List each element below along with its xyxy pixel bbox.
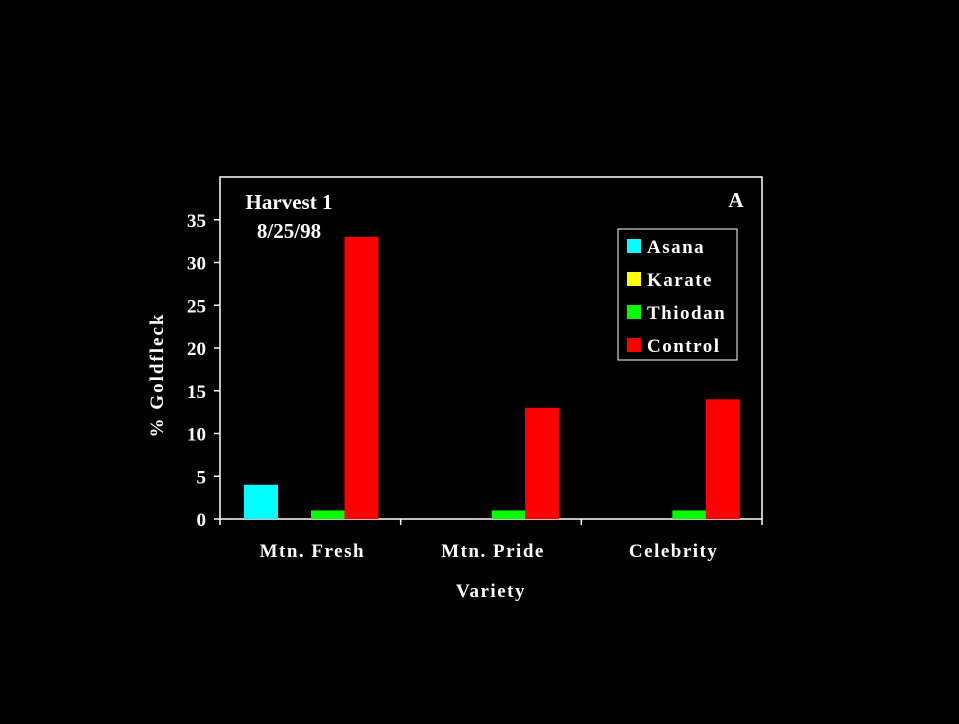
legend-label-thiodan: Thiodan xyxy=(647,303,726,324)
panel-letter: A xyxy=(728,188,744,212)
x-tick-label: Mtn. Fresh xyxy=(260,541,365,562)
y-axis-label: % Goldfleck xyxy=(147,313,168,438)
bar-thiodan-2 xyxy=(672,510,707,519)
y-tick-label: 25 xyxy=(187,296,206,317)
bar-control-2 xyxy=(705,399,740,519)
legend-label-control: Control xyxy=(647,336,720,357)
legend: Asana Karate Thiodan Control xyxy=(617,228,738,361)
x-tick-label: Mtn. Pride xyxy=(441,541,545,562)
bar-thiodan-0 xyxy=(311,510,345,519)
bar-control-1 xyxy=(525,407,560,519)
y-tick-label: 15 xyxy=(187,382,206,403)
bar-thiodan-1 xyxy=(491,510,526,519)
legend-swatch-karate xyxy=(627,272,641,286)
bar-control-0 xyxy=(344,236,379,519)
legend-swatch-thiodan xyxy=(627,305,641,319)
bars xyxy=(244,236,740,519)
y-tick-label: 0 xyxy=(197,510,207,531)
annotation-line-1: Harvest 1 xyxy=(246,190,333,214)
legend-swatch-control xyxy=(627,338,641,352)
y-tick-label: 5 xyxy=(197,467,207,488)
x-axis-ticks: Mtn. Fresh Mtn. Pride Celebrity xyxy=(219,519,763,562)
y-tick-label: 10 xyxy=(187,425,206,446)
y-axis-ticks: 0 5 10 15 20 25 30 35 xyxy=(187,211,220,531)
bar-asana-0 xyxy=(244,484,278,519)
x-tick-label: Celebrity xyxy=(629,541,718,562)
y-tick-label: 20 xyxy=(187,339,206,360)
x-axis-label: Variety xyxy=(456,581,526,602)
legend-label-asana: Asana xyxy=(647,237,705,258)
annotation-line-2: 8/25/98 xyxy=(257,219,321,243)
y-tick-label: 35 xyxy=(187,211,206,232)
legend-swatch-asana xyxy=(627,239,641,253)
legend-label-karate: Karate xyxy=(647,270,713,291)
y-tick-label: 30 xyxy=(187,254,206,275)
